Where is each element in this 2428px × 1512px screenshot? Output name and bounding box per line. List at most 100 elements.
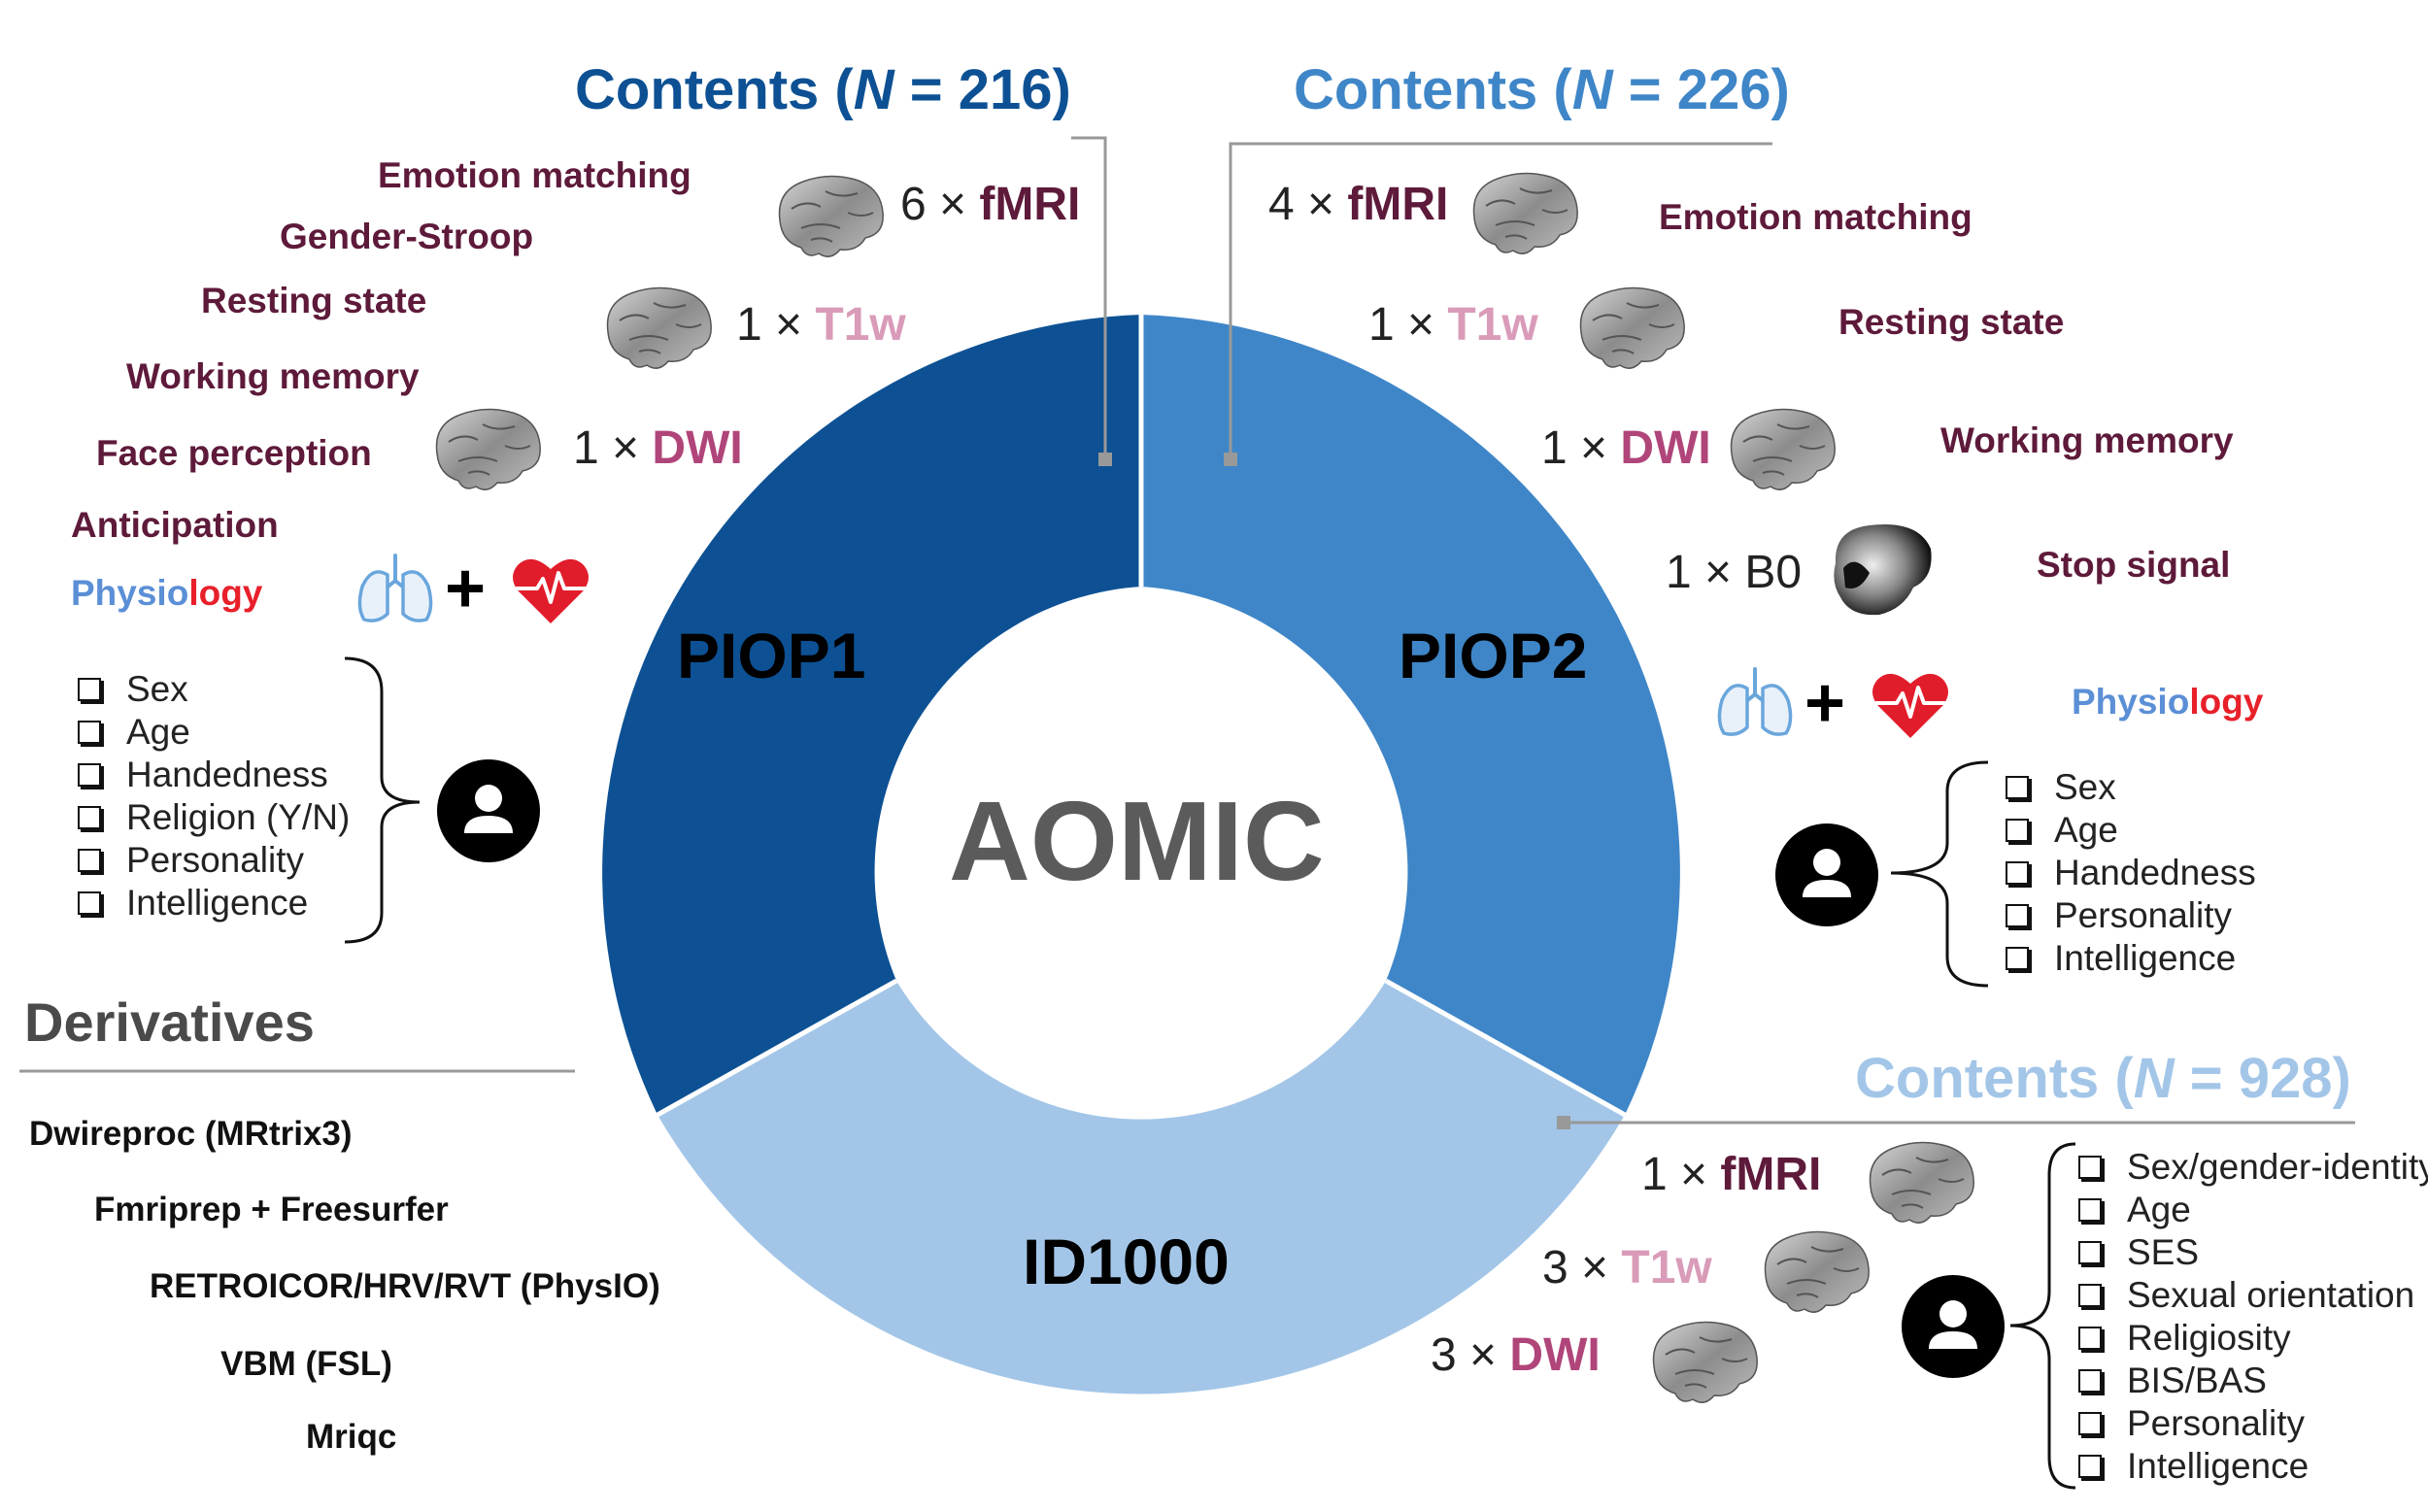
checkbox-icon — [2078, 1412, 2102, 1435]
id1000-brace — [2009, 1142, 2076, 1490]
lungs-icon — [1714, 665, 1797, 738]
checkbox-icon — [2006, 947, 2029, 970]
list-item: Intelligence — [78, 882, 350, 924]
list-item: Sex — [2006, 766, 2256, 809]
list-item: Personality — [2078, 1402, 2428, 1445]
checkbox-icon — [78, 891, 101, 915]
list-item: Age — [2006, 809, 2256, 852]
piop1-task: Anticipation — [71, 505, 279, 545]
derivative-item: Mriqc — [306, 1418, 397, 1456]
piop2-modality-b0: 1 × B0 — [1666, 547, 1803, 598]
heart-pulse-icon — [1870, 668, 1952, 741]
checkbox-icon — [2078, 1369, 2102, 1393]
derivative-item: Dwireproc (MRtrix3) — [29, 1115, 353, 1153]
segment-piop1 — [602, 315, 1141, 1115]
piop2-modality-dwi: 1 × DWI — [1541, 422, 1711, 474]
segment-id1000 — [658, 981, 1625, 1394]
derivative-item: Fmriprep + Freesurfer — [94, 1191, 449, 1228]
brain-scan-icon — [1573, 282, 1690, 374]
checkbox-icon — [2078, 1455, 2102, 1478]
list-item: Personality — [78, 839, 350, 882]
list-item: Personality — [2006, 894, 2256, 937]
checkbox-icon — [2006, 861, 2029, 885]
piop1-modality-t1w: 1 × T1w — [736, 299, 906, 351]
list-item: Sex/gender-identity — [2078, 1146, 2428, 1189]
list-item: Intelligence — [2078, 1445, 2428, 1488]
piop2-modality-t1w: 1 × T1w — [1368, 299, 1538, 351]
checkbox-icon — [2006, 776, 2029, 799]
piop1-demographics-list: Sex Age Handedness Religion (Y/N) Person… — [78, 668, 350, 924]
piop1-connector — [1071, 136, 1107, 459]
brain-scan-icon — [1646, 1316, 1763, 1408]
checkbox-icon — [2078, 1241, 2102, 1264]
list-item: Handedness — [2006, 852, 2256, 894]
piop1-brace — [344, 656, 421, 944]
checkbox-icon — [2078, 1156, 2102, 1179]
list-item: BIS/BAS — [2078, 1360, 2428, 1402]
piop1-physiology-label: Physiology — [71, 573, 263, 613]
checkbox-icon — [2006, 904, 2029, 927]
id1000-modality-fmri: 1 × fMRI — [1641, 1149, 1822, 1200]
brain-scan-icon — [1724, 403, 1840, 495]
id1000-contents-heading: Contents (N = 928) — [1855, 1047, 2351, 1110]
derivative-item: VBM (FSL) — [220, 1345, 392, 1383]
piop1-modality-fmri: 6 × fMRI — [900, 179, 1081, 230]
brain-scan-icon — [600, 282, 717, 374]
piop2-task: Working memory — [1940, 420, 2234, 460]
id1000-modality-dwi: 3 × DWI — [1431, 1329, 1601, 1381]
piop2-task: Resting state — [1838, 302, 2065, 342]
piop1-task: Emotion matching — [378, 155, 691, 195]
checkbox-icon — [2078, 1284, 2102, 1307]
segment-label-piop2: PIOP2 — [1399, 620, 1588, 691]
brain-scan-icon — [772, 170, 889, 262]
piop2-task: Emotion matching — [1659, 197, 1973, 237]
list-item: Sex — [78, 668, 350, 711]
person-icon — [437, 759, 540, 862]
piop2-connector — [1229, 142, 1772, 459]
b0-fieldmap-icon — [1834, 524, 1932, 616]
brain-scan-icon — [1758, 1226, 1874, 1318]
piop1-task: Gender-Stroop — [280, 217, 534, 256]
checkbox-icon — [78, 763, 101, 787]
checkbox-icon — [2078, 1327, 2102, 1350]
person-icon — [1775, 823, 1878, 926]
id1000-modality-t1w: 3 × T1w — [1542, 1242, 1712, 1294]
piop2-demographics-list: Sex Age Handedness Personality Intellige… — [2006, 766, 2256, 980]
piop1-contents-heading: Contents (N = 216) — [575, 58, 1071, 121]
list-item: Religiosity — [2078, 1317, 2428, 1360]
list-item: SES — [2078, 1231, 2428, 1274]
segment-piop2 — [1141, 315, 1680, 1115]
segment-label-piop1: PIOP1 — [677, 620, 866, 691]
piop2-physiology-label: Physiology — [2072, 682, 2264, 722]
brain-scan-icon — [429, 403, 546, 495]
plus-icon: + — [445, 550, 487, 627]
checkbox-icon — [2006, 819, 2029, 842]
plus-icon: + — [1804, 664, 1846, 742]
checkbox-icon — [78, 849, 101, 872]
list-item: Sexual orientation — [2078, 1274, 2428, 1317]
checkbox-icon — [78, 806, 101, 829]
brain-scan-icon — [1467, 167, 1583, 259]
list-item: Handedness — [78, 754, 350, 796]
id1000-demographics-list: Sex/gender-identity Age SES Sexual orien… — [2078, 1146, 2428, 1488]
list-item: Intelligence — [2006, 937, 2256, 980]
piop1-task: Face perception — [96, 433, 372, 473]
piop2-modality-fmri: 4 × fMRI — [1268, 179, 1449, 230]
piop2-task: Stop signal — [2037, 545, 2231, 585]
piop1-task: Resting state — [201, 281, 427, 320]
list-item: Religion (Y/N) — [78, 796, 350, 839]
lungs-icon — [354, 552, 437, 624]
segment-label-id1000: ID1000 — [1023, 1226, 1230, 1297]
person-icon — [1902, 1275, 2005, 1378]
heart-pulse-icon — [510, 554, 592, 626]
brain-scan-icon — [1863, 1136, 1979, 1228]
derivatives-title: Derivatives — [24, 991, 315, 1053]
checkbox-icon — [78, 721, 101, 744]
center-label: AOMIC — [949, 778, 1325, 904]
piop1-task: Working memory — [126, 356, 420, 396]
piop2-brace — [1890, 760, 1989, 988]
derivative-item: RETROICOR/HRV/RVT (PhysIO) — [150, 1267, 660, 1305]
checkbox-icon — [2078, 1198, 2102, 1222]
